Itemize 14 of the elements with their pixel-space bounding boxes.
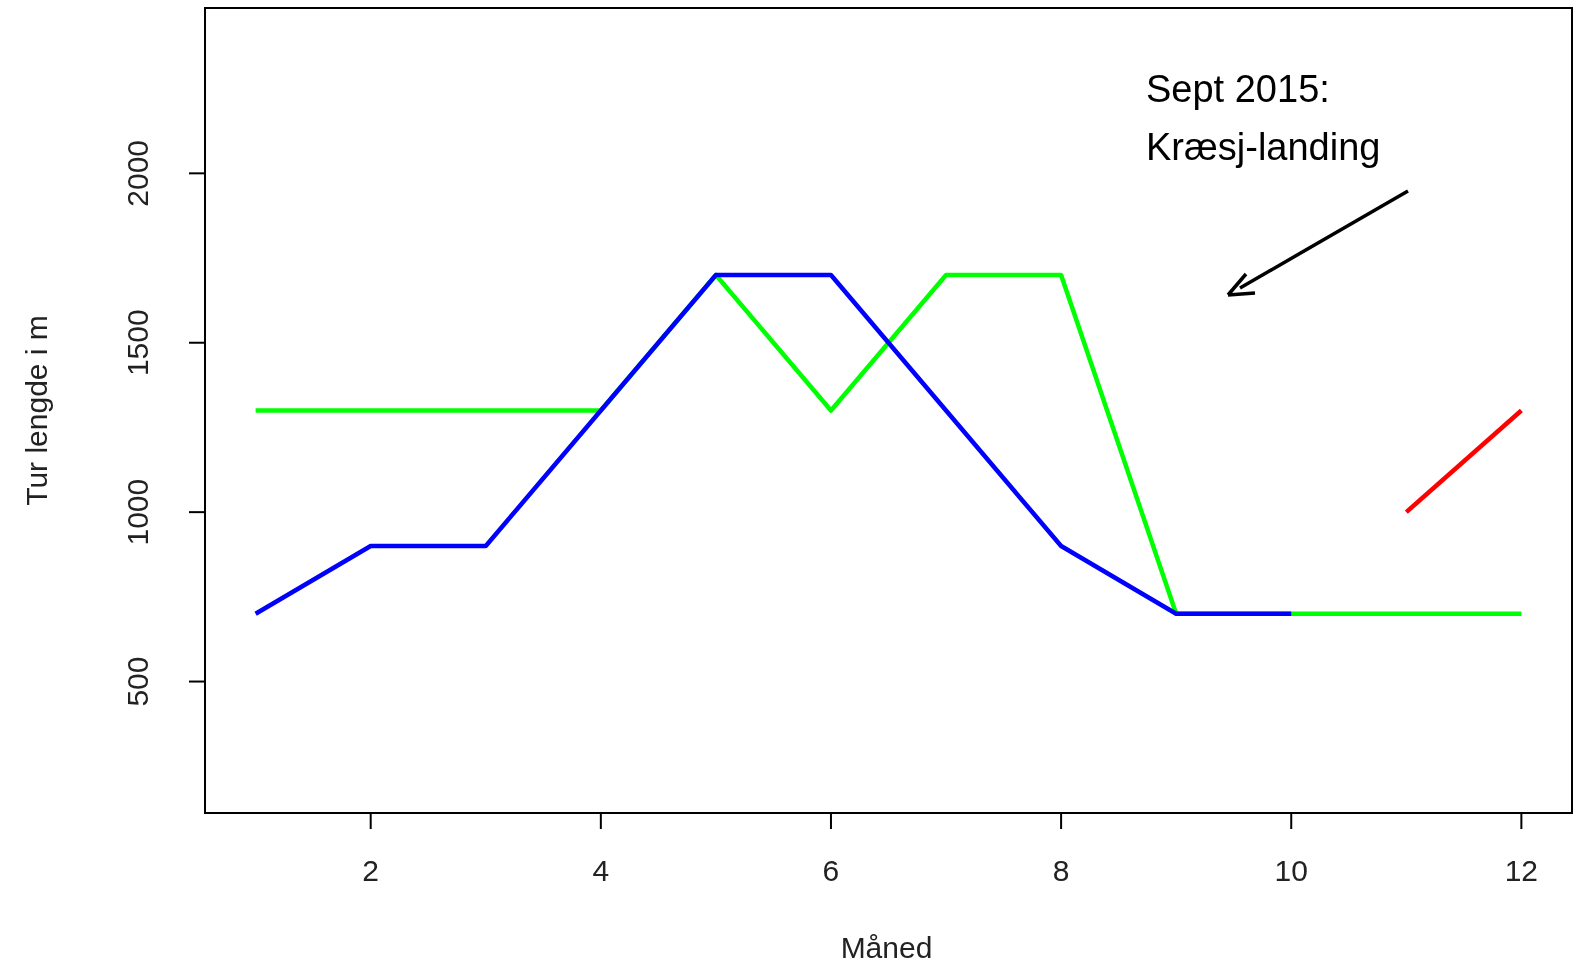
y-tick-label: 1500 xyxy=(121,309,154,377)
y-tick-label: 1000 xyxy=(121,478,154,546)
x-axis-title: Måned xyxy=(840,931,933,964)
y-tick-label: 500 xyxy=(121,656,154,707)
x-tick-label: 6 xyxy=(822,854,840,887)
x-tick-label: 10 xyxy=(1274,854,1308,887)
y-tick-label: 2000 xyxy=(121,139,154,207)
y-axis-title: Tur lengde i m xyxy=(20,315,53,506)
x-tick-label: 8 xyxy=(1052,854,1070,887)
line-series xyxy=(253,272,1294,617)
x-tick-label: 12 xyxy=(1504,854,1539,887)
annotation: Sept 2015: Kræsj-landing xyxy=(1146,68,1381,168)
x-tick-label: 2 xyxy=(362,854,380,887)
x-tick-label: 4 xyxy=(592,854,610,887)
